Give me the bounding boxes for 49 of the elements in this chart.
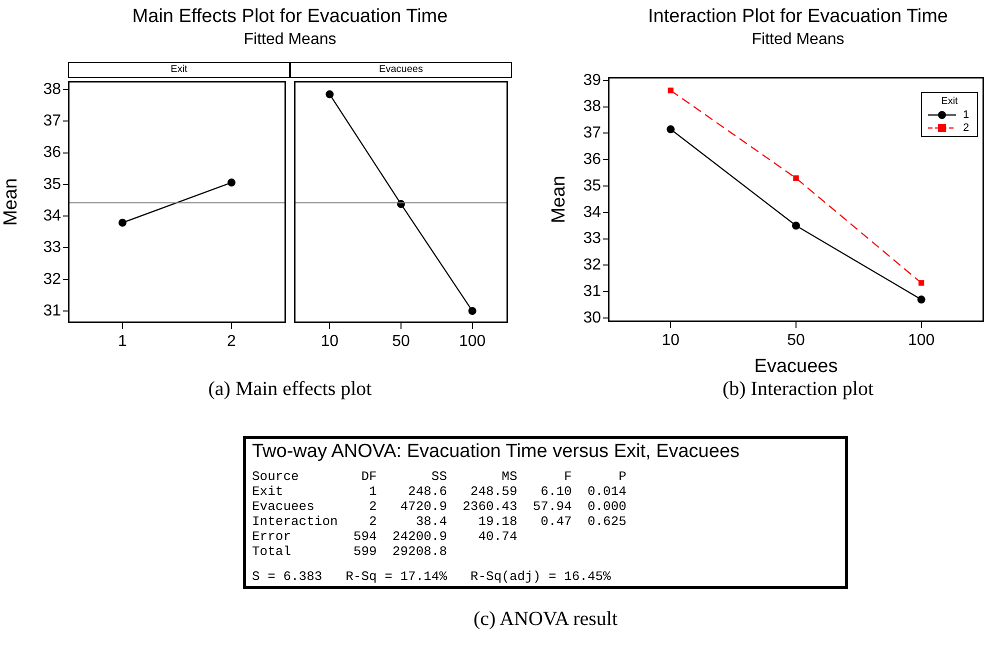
text: Evacuees 2 4720.9 2360.43 57.94 0.000 xyxy=(252,499,628,514)
y-tick-label: 38 xyxy=(583,98,602,116)
legend-label: 2 xyxy=(963,122,970,134)
y-tick-label: 32 xyxy=(583,256,602,274)
x-tick-label: 10 xyxy=(320,333,339,350)
x-tick-label: 50 xyxy=(787,332,805,350)
x-tick-label: 100 xyxy=(458,333,486,350)
y-tick-label: 33 xyxy=(43,239,62,256)
text: (b) Interaction plot xyxy=(721,378,875,401)
chart-subtitle: Fitted Means xyxy=(242,31,338,49)
text: Exit xyxy=(68,62,290,78)
chart-title: Main Effects Plot for Evacuation Time xyxy=(131,6,449,28)
y-tick-label: 34 xyxy=(43,207,62,224)
y-tick-label: 31 xyxy=(583,283,602,300)
text: (a) Main effects plot xyxy=(207,378,373,401)
x-tick-label: 50 xyxy=(392,333,410,350)
y-tick-label: 31 xyxy=(43,302,62,320)
text: Interaction 2 38.4 19.18 0.47 0.625 xyxy=(252,514,628,529)
y-tick-label: 36 xyxy=(43,144,62,162)
y-tick-label: 36 xyxy=(583,151,602,168)
text: (c) ANOVA result xyxy=(472,608,619,631)
chart-title: Interaction Plot for Evacuation Time xyxy=(647,6,949,28)
x-axis-title: Evacuees xyxy=(754,356,838,377)
y-tick-label: 33 xyxy=(583,230,602,248)
y-tick-label: 35 xyxy=(43,176,62,193)
y-tick-label: 39 xyxy=(583,72,602,89)
text: S = 6.383 R-Sq = 17.14% R-Sq(adj) = 16.45% xyxy=(252,569,612,584)
text: Evacuees xyxy=(290,62,512,78)
text: Total 599 29208.8 xyxy=(252,544,448,559)
y-axis-title: Mean xyxy=(548,176,570,224)
x-tick-label: 10 xyxy=(662,332,680,350)
x-tick-label: 100 xyxy=(908,332,935,350)
y-tick-label: 38 xyxy=(43,80,62,98)
text: Two-way ANOVA: Evacuation Time versus Exit, Evacuees xyxy=(252,441,741,463)
y-tick-label: 35 xyxy=(583,177,602,194)
text: Error 594 24200.9 40.74 xyxy=(252,529,518,544)
y-tick-label: 32 xyxy=(43,270,62,288)
y-tick-label: 37 xyxy=(583,124,602,142)
text: Exit 1 248.6 248.59 6.10 0.014 xyxy=(252,484,628,499)
legend-label: 1 xyxy=(963,108,970,120)
y-tick-label: 37 xyxy=(43,112,62,130)
y-tick-label: 30 xyxy=(583,309,602,326)
legend-title: Exit xyxy=(940,95,959,108)
x-tick-label: 1 xyxy=(118,333,128,350)
source-note: Source DF SS MS F P xyxy=(252,469,628,484)
y-axis-title: Mean xyxy=(0,178,22,226)
x-tick-label: 2 xyxy=(227,333,236,350)
chart-subtitle: Fitted Means xyxy=(750,31,846,49)
y-tick-label: 34 xyxy=(583,204,602,221)
